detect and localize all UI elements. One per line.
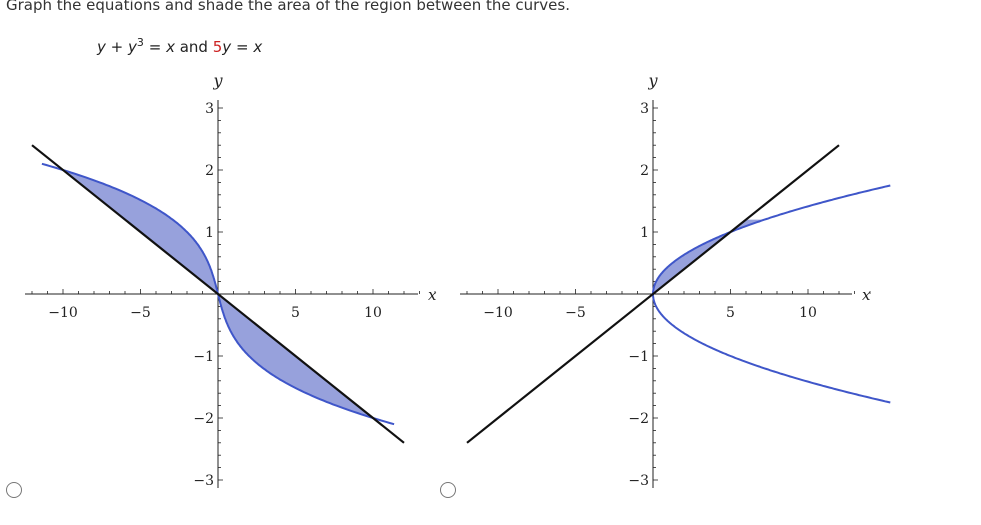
eq-y: y [97,38,106,56]
line-series [31,144,405,444]
y-axis-label: y [212,71,223,90]
radio-option-a[interactable] [6,482,22,498]
y-tick-label: −3 [628,473,649,489]
x-tick-label: 5 [291,305,300,321]
y-tick-label: 1 [640,225,649,241]
x-tick-label: −10 [483,305,513,321]
plot-option-b: −10 −5 5 10 −3 −2 −1 1 2 3 x y [460,71,891,489]
y-tick-label: −1 [193,349,214,365]
y-tick-label: −2 [193,411,214,427]
y-tick-label: 1 [205,225,214,241]
x-tick-label: −5 [565,305,586,321]
question-prompt: Graph the equations and shade the area o… [6,0,570,14]
y-tick-label: 2 [205,163,214,179]
x-tick-label: 10 [799,305,817,321]
x-tick-label: 5 [726,305,735,321]
shaded-region [653,219,765,294]
y-tick-label: −3 [193,473,214,489]
y-tick-label: 3 [640,101,649,117]
eq-y2: y [222,38,232,56]
eq-exponent: 3 [136,36,144,49]
x-axis-label: x [862,286,871,304]
eq-and: and [179,38,208,56]
eq-equals: = [148,38,162,56]
x-tick-label: 10 [364,305,382,321]
y-tick-label: 3 [205,101,214,117]
x-tick-label: −5 [130,305,151,321]
eq-plus: + [110,38,124,56]
y-tick-label: 2 [640,163,649,179]
y-tick-label: −2 [628,411,649,427]
eq-coefficient: 5 [212,38,223,56]
y-tick-label: −1 [628,349,649,365]
eq-y-cubed: y [128,38,137,56]
x-axis-label: x [428,286,437,304]
plot-option-a: −10 −5 5 10 −3 −2 −1 1 2 3 x y [25,71,437,489]
eq-equals-2: = [235,38,249,56]
curve-series [652,184,891,294]
eq-x: x [166,38,175,56]
equation-text: y + y3 = x and 5y = x [97,36,262,56]
eq-x2: x [253,38,263,56]
y-axis-label: y [647,71,658,90]
line-series [466,144,840,444]
radio-option-b[interactable] [440,482,456,498]
curve-series [652,294,891,404]
x-tick-label: −10 [48,305,78,321]
